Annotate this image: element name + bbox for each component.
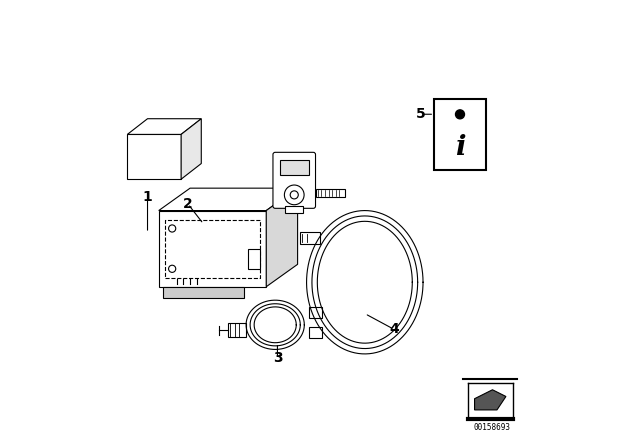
Polygon shape — [127, 134, 181, 179]
Text: 4: 4 — [389, 322, 399, 336]
Polygon shape — [159, 211, 266, 287]
FancyBboxPatch shape — [248, 249, 260, 269]
FancyBboxPatch shape — [280, 160, 309, 175]
Polygon shape — [159, 188, 298, 211]
Text: 3: 3 — [273, 351, 282, 366]
Polygon shape — [181, 119, 202, 179]
Text: i: i — [455, 134, 465, 161]
Polygon shape — [475, 390, 506, 410]
Text: 1: 1 — [143, 190, 152, 204]
Text: 5: 5 — [416, 107, 426, 121]
Circle shape — [456, 110, 465, 119]
Text: 00158693: 00158693 — [473, 423, 510, 432]
Polygon shape — [266, 188, 298, 287]
FancyBboxPatch shape — [316, 189, 344, 197]
FancyBboxPatch shape — [309, 307, 323, 318]
Text: 2: 2 — [183, 197, 193, 211]
FancyBboxPatch shape — [300, 232, 320, 244]
FancyBboxPatch shape — [285, 206, 303, 213]
FancyBboxPatch shape — [309, 327, 323, 338]
FancyBboxPatch shape — [228, 323, 246, 337]
FancyBboxPatch shape — [163, 287, 244, 298]
FancyBboxPatch shape — [273, 152, 316, 208]
Polygon shape — [127, 119, 202, 134]
FancyBboxPatch shape — [435, 99, 486, 170]
